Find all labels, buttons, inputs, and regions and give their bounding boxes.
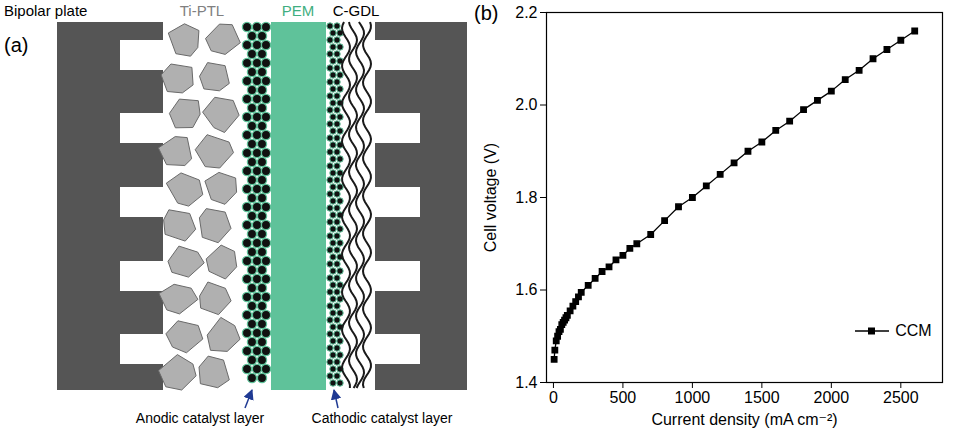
svg-text:500: 500: [610, 389, 637, 406]
svg-text:Cell voltage (V): Cell voltage (V): [482, 143, 499, 252]
svg-text:1500: 1500: [744, 389, 780, 406]
svg-text:Current density (mA cm⁻²): Current density (mA cm⁻²): [651, 411, 837, 428]
svg-text:C-GDL: C-GDL: [333, 2, 380, 19]
svg-text:PEM: PEM: [282, 2, 315, 19]
html-text:(b): (b): [474, 2, 499, 24]
svg-text:2500: 2500: [883, 389, 919, 406]
html-text:CCM: CCM: [895, 322, 932, 339]
svg-text:Bipolar plate: Bipolar plate: [4, 2, 87, 19]
svg-text:2000: 2000: [814, 389, 850, 406]
svg-text:1.8: 1.8: [515, 189, 537, 206]
svg-text:Anodic catalyst layer: Anodic catalyst layer: [136, 410, 265, 426]
svg-text:0: 0: [549, 389, 558, 406]
svg-text:2.2: 2.2: [515, 4, 537, 21]
svg-text:Cathodic catalyst layer: Cathodic catalyst layer: [312, 410, 453, 426]
svg-text:1.6: 1.6: [515, 281, 537, 298]
svg-text:Ti-PTL: Ti-PTL: [180, 2, 224, 19]
svg-text:1000: 1000: [675, 389, 711, 406]
svg-text:(a): (a): [4, 34, 28, 56]
svg-text:2.0: 2.0: [515, 96, 537, 113]
svg-text:1.4: 1.4: [515, 374, 537, 391]
